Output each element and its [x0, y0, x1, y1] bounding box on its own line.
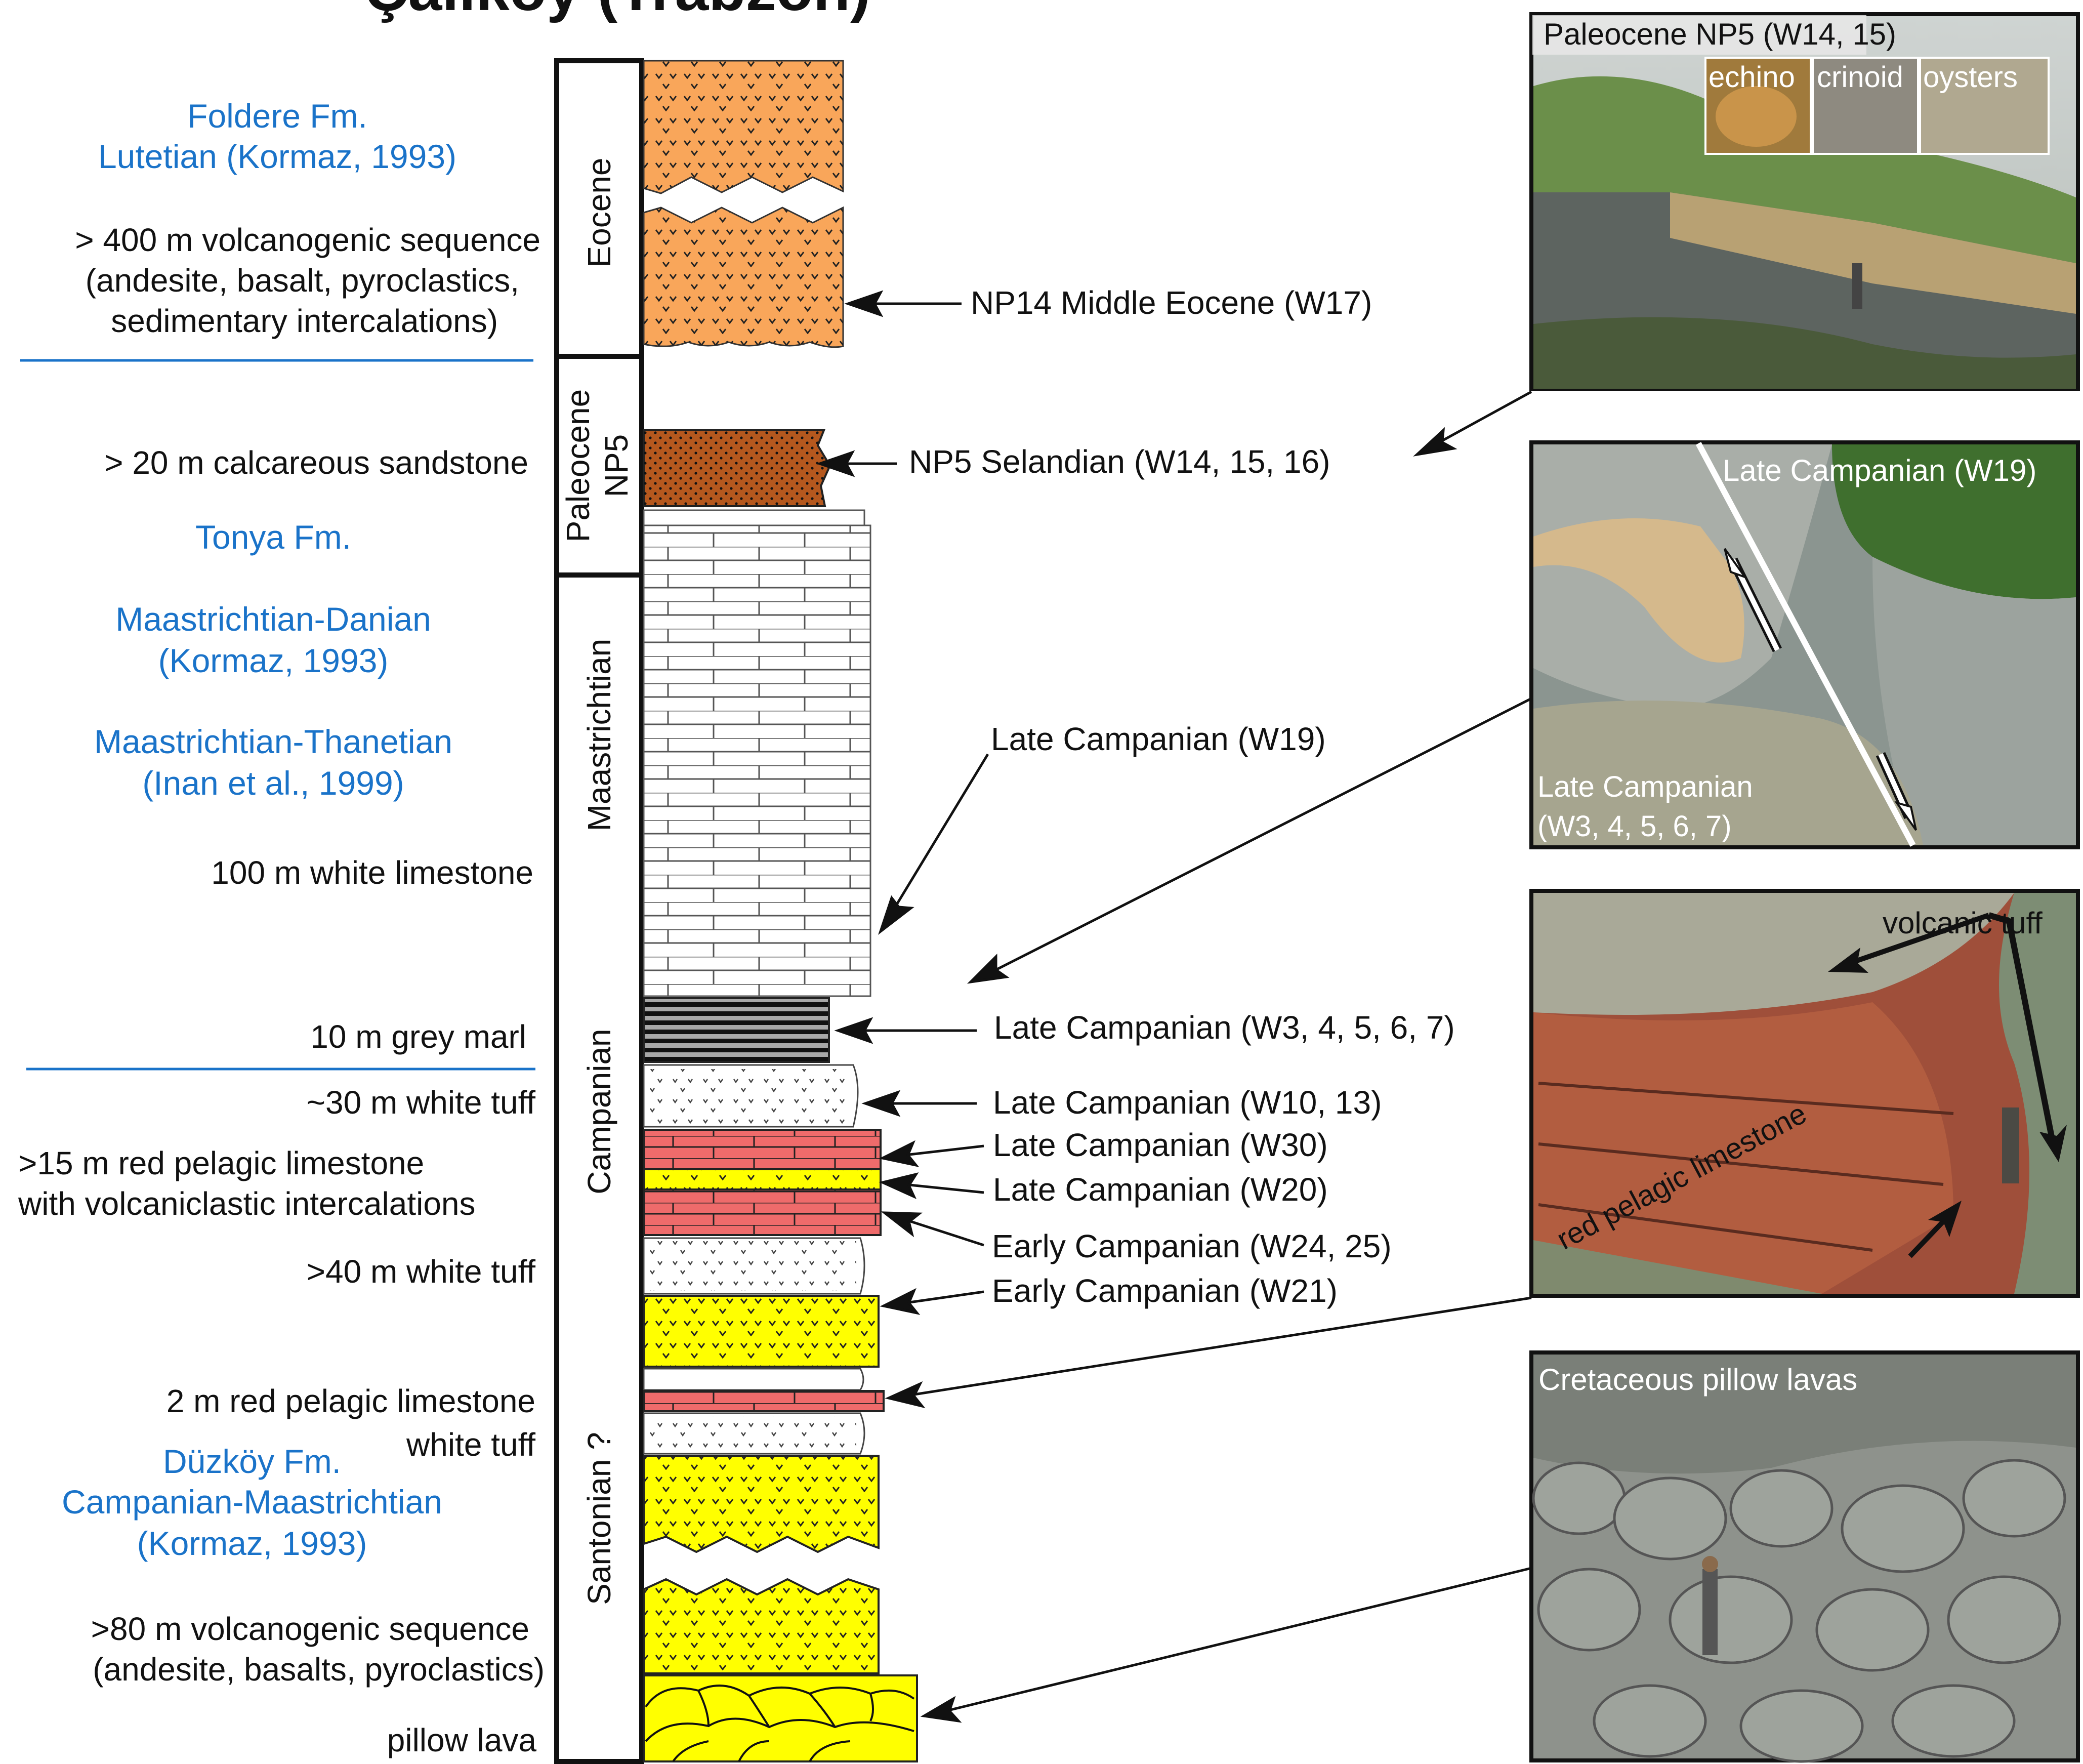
tonya-age-1: Maastrichtian-Danian — [115, 600, 431, 638]
pillow-shapes — [645, 1685, 915, 1762]
grey-marl-unit — [643, 997, 830, 1063]
photo3-caption: volcanic tuff — [1883, 906, 2043, 940]
stage-maastrichtian: Maastrichtian — [581, 639, 617, 832]
page-title: Çalıköy (Trabzon) — [364, 0, 870, 23]
white-tuff-label: white tuff — [406, 1426, 535, 1463]
white-tuff-40-label: >40 m white tuff — [307, 1253, 536, 1290]
pillow-rocks — [1532, 1459, 2066, 1763]
age-w17: NP14 Middle Eocene (W17) — [971, 284, 1372, 321]
photo-paleocene-outcrop: Paleocene NP5 (W14, 15) echino crinoid o… — [1529, 12, 2080, 391]
tuff-arrow-left — [1841, 913, 1990, 968]
calcareous-sandstone-label: > 20 m calcareous sandstone — [104, 444, 528, 481]
inset-crinoid — [1812, 57, 1919, 155]
stage-np5: NP5 — [598, 434, 635, 498]
tonya-age-2: Maastrichtian-Thanetian — [94, 723, 452, 760]
tonya-ref-2: (Inan et al., 1999) — [142, 764, 404, 802]
white-limestone-label: 100 m white limestone — [211, 854, 533, 891]
photo-late-campanian: Late Campanian (W19) Late Campanian (W3,… — [1529, 440, 2080, 849]
tonya-formation-name: Tonya Fm. — [195, 518, 351, 556]
white-tuff-thin-1 — [643, 1368, 864, 1391]
photo1-inset-echino: echino — [1709, 61, 1795, 94]
age-w14: NP5 Selandian (W14, 15, 16) — [909, 443, 1330, 480]
volcanogenic-seq-80-b: (andesite, basalts, pyroclastics) — [93, 1651, 545, 1688]
arrow-w30 — [904, 1144, 984, 1157]
age-w10: Late Campanian (W10, 13) — [993, 1084, 1382, 1121]
arrow-photo4 — [946, 1567, 1532, 1712]
photo4-caption: Cretaceous pillow lavas — [1538, 1363, 1857, 1397]
age-w24: Early Campanian (W24, 25) — [992, 1228, 1392, 1264]
fault-line — [1695, 442, 1916, 847]
duzkoy-formation-age: Campanian-Maastrichtian — [62, 1483, 442, 1521]
lithology-labels: > 400 m volcanogenic sequence (andesite,… — [18, 222, 545, 1758]
age-labels: NP14 Middle Eocene (W17) NP5 Selandian (… — [909, 284, 1455, 1309]
photo1-caption: Paleocene NP5 (W14, 15) — [1544, 17, 1896, 51]
stage-column — [554, 58, 644, 1764]
formation-labels: Foldere Fm. Lutetian (Kormaz, 1993) Tony… — [62, 97, 456, 1562]
stage-eocene: Eocene — [581, 157, 617, 267]
photo2-sub1: Late Campanian — [1537, 770, 1753, 803]
stage-campanian: Campanian — [581, 1029, 617, 1194]
pillow-lava-label: pillow lava — [387, 1722, 537, 1758]
arrow-w21 — [905, 1290, 984, 1304]
white-tuff-30-label: ~30 m white tuff — [307, 1084, 536, 1121]
volcanogenic-seq-80-a: >80 m volcanogenic sequence — [91, 1611, 529, 1647]
red-limestone-15-label-b: with volcaniclastic intercalations — [18, 1185, 476, 1222]
arrow-w19 — [894, 753, 989, 907]
photo2-sub2: (W3, 4, 5, 6, 7) — [1537, 810, 1732, 843]
photo1-inset-oysters: oysters — [1923, 61, 2018, 94]
duzkoy-formation-ref: (Kormaz, 1993) — [137, 1525, 367, 1562]
photo1-inset-crinoid: crinoid — [1817, 61, 1903, 94]
arrow-photo2 — [991, 697, 1532, 973]
red-limestone-2-label: 2 m red pelagic limestone — [166, 1383, 535, 1419]
stage-santonian: Santonian ? — [581, 1432, 617, 1605]
inset-oysters — [1919, 57, 2050, 155]
arrow-w20 — [904, 1183, 984, 1194]
duzkoy-formation-name: Düzköy Fm. — [163, 1443, 341, 1480]
volcanogenic-seq-line1: > 400 m volcanogenic sequence — [75, 222, 540, 258]
arrows — [816, 290, 1532, 1723]
arrow-photo1 — [1436, 390, 1532, 445]
photo-pillow-lavas: Cretaceous pillow lavas — [1529, 1350, 2080, 1763]
age-w21: Early Campanian (W21) — [992, 1273, 1338, 1309]
tonya-ref-1: (Kormaz, 1993) — [158, 642, 389, 679]
stage-paleocene: Paleocene — [560, 389, 596, 542]
foldere-formation-age: Lutetian (Kormaz, 1993) — [98, 138, 456, 175]
foldere-formation-name: Foldere Fm. — [187, 97, 367, 135]
stage-box-eocene — [554, 58, 644, 359]
age-w3: Late Campanian (W3, 4, 5, 6, 7) — [994, 1009, 1455, 1046]
age-w19: Late Campanian (W19) — [991, 721, 1326, 757]
arrow-photo3 — [910, 1296, 1532, 1397]
photo-red-pelagic-limestone: volcanic tuff red pelagic limestone — [1529, 889, 2080, 1298]
volcanogenic-seq-line3: sedimentary intercalations) — [111, 303, 498, 339]
stage-labels: Eocene Paleocene NP5 Maastrichtian Campa… — [560, 157, 635, 1605]
age-w20: Late Campanian (W20) — [993, 1171, 1328, 1208]
lithologic-column — [643, 60, 918, 1762]
red-limestone-15-label-a: >15 m red pelagic limestone — [18, 1145, 424, 1181]
grey-marl-label: 10 m grey marl — [310, 1018, 526, 1055]
age-w30: Late Campanian (W30) — [993, 1127, 1328, 1163]
stage-box-paleocene — [554, 354, 644, 578]
tuff-arrow-path — [1988, 912, 2057, 1148]
volcanogenic-seq-line2: (andesite, basalt, pyroclastics, — [86, 262, 519, 299]
photo2-caption: Late Campanian (W19) — [1723, 454, 2036, 487]
arrow-w24 — [905, 1218, 984, 1247]
stage-box-cretaceous — [554, 572, 644, 1764]
